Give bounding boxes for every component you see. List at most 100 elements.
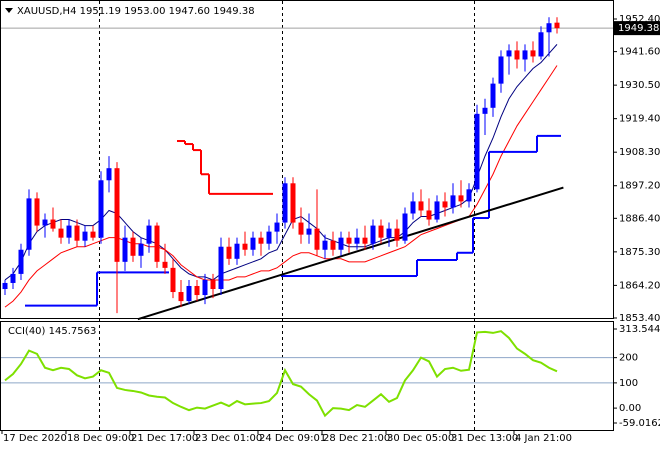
x-tick-label: 23 Dec 01:00 xyxy=(195,433,262,444)
x-tick-label: 17 Dec 2020 xyxy=(3,433,67,444)
trendline xyxy=(137,186,564,321)
last-price-label: 1949.38 xyxy=(618,23,659,34)
candle-body xyxy=(10,273,16,283)
candle-body xyxy=(370,225,376,244)
candle-body xyxy=(82,231,88,241)
y-tick-label: 200 xyxy=(619,353,638,364)
last-price-box xyxy=(614,21,660,36)
candle-body xyxy=(186,285,192,302)
y-tick-label: 0.00 xyxy=(619,403,641,414)
candle-body xyxy=(282,183,288,223)
candle-body xyxy=(266,231,272,244)
y-tick-label: 1886.40 xyxy=(619,213,660,224)
x-tick-label: 4 Jan 21:00 xyxy=(515,433,572,444)
x-tick-label: 24 Dec 09:01 xyxy=(259,433,326,444)
candle-body xyxy=(258,237,264,244)
candle-body xyxy=(458,195,464,202)
candle-body xyxy=(242,243,248,250)
candle-body xyxy=(410,201,416,214)
cci-line xyxy=(4,330,558,418)
candle-body xyxy=(418,201,424,211)
y-tick-label: 1930.50 xyxy=(619,80,660,91)
y-tick-label: 1952.40 xyxy=(619,14,660,25)
y-tick-label: 1941.60 xyxy=(619,47,660,58)
x-tick-label: 21 Dec 17:00 xyxy=(131,433,198,444)
y-tick-label: 1875.30 xyxy=(619,247,660,258)
candle-body xyxy=(354,237,360,244)
candle-body xyxy=(218,246,224,290)
candle-body xyxy=(538,32,544,57)
candle-body xyxy=(338,237,344,250)
candle-body xyxy=(514,50,520,60)
moving-average xyxy=(4,44,558,281)
candle-body xyxy=(490,83,496,108)
candle-body xyxy=(450,195,456,208)
candle-body xyxy=(554,22,560,29)
candle-body xyxy=(74,225,80,241)
candle-body xyxy=(522,50,528,60)
y-tick-label: 1853.40 xyxy=(619,313,660,324)
x-tick-label: 28 Dec 21:00 xyxy=(323,433,390,444)
candle-body xyxy=(322,240,328,250)
candle-body xyxy=(146,225,152,244)
candle-body xyxy=(530,50,536,57)
y-tick-label: 313.5441 xyxy=(619,324,660,335)
candle-body xyxy=(26,198,32,250)
candle-body xyxy=(66,225,72,238)
candle-body xyxy=(50,219,56,229)
candle-body xyxy=(474,113,480,190)
candle-body xyxy=(202,279,208,296)
candle-body xyxy=(434,201,440,220)
candle-body xyxy=(154,225,160,262)
candle-body xyxy=(498,56,504,84)
candle-body xyxy=(378,225,384,238)
candle-body xyxy=(466,189,472,202)
candle-body xyxy=(90,231,96,238)
y-tick-label: 100 xyxy=(619,378,638,389)
x-tick-label: 18 Dec 09:00 xyxy=(67,433,134,444)
candle-body xyxy=(314,228,320,250)
candle-body xyxy=(402,213,408,241)
chart-title: XAUUSD,H4 1951.19 1953.00 1947.60 1949.3… xyxy=(17,6,255,17)
candle-body xyxy=(426,210,432,220)
candle-body xyxy=(290,183,296,223)
candle-body xyxy=(122,237,128,262)
candle-body xyxy=(170,267,176,293)
candle-body xyxy=(346,237,352,244)
candle-body xyxy=(394,228,400,241)
candle-body xyxy=(250,237,256,250)
main-panel xyxy=(0,0,614,319)
candle-body xyxy=(58,228,64,238)
candle-body xyxy=(178,292,184,302)
candle-body xyxy=(546,23,552,33)
candle-body xyxy=(442,201,448,208)
x-tick-label: 30 Dec 05:00 xyxy=(387,433,454,444)
candle-body xyxy=(138,243,144,256)
candle-body xyxy=(298,222,304,235)
candle-body xyxy=(506,50,512,57)
candle-body xyxy=(162,261,168,268)
x-tick-label: 31 Dec 13:00 xyxy=(451,433,518,444)
y-tick-label: -59.0162 xyxy=(619,418,660,429)
collapse-icon[interactable] xyxy=(5,8,13,13)
candle-body xyxy=(114,168,120,262)
candle-body xyxy=(306,228,312,235)
candle-body xyxy=(210,279,216,290)
y-tick-label: 1897.20 xyxy=(619,181,660,192)
candle-body xyxy=(234,243,240,259)
candle-body xyxy=(386,228,392,238)
candle-body xyxy=(226,246,232,259)
cci-title: CCI(40) 145.7563 xyxy=(8,326,96,337)
y-tick-label: 1919.40 xyxy=(619,114,660,125)
candle-body xyxy=(482,107,488,114)
candle-body xyxy=(330,240,336,250)
y-tick-label: 1864.20 xyxy=(619,280,660,291)
candle-body xyxy=(130,237,136,256)
y-tick-label: 1908.30 xyxy=(619,147,660,158)
candle-body xyxy=(106,168,112,181)
candle-body xyxy=(274,222,280,232)
candle-body xyxy=(362,237,368,244)
candle-body xyxy=(194,285,200,296)
cci-panel xyxy=(0,321,614,431)
